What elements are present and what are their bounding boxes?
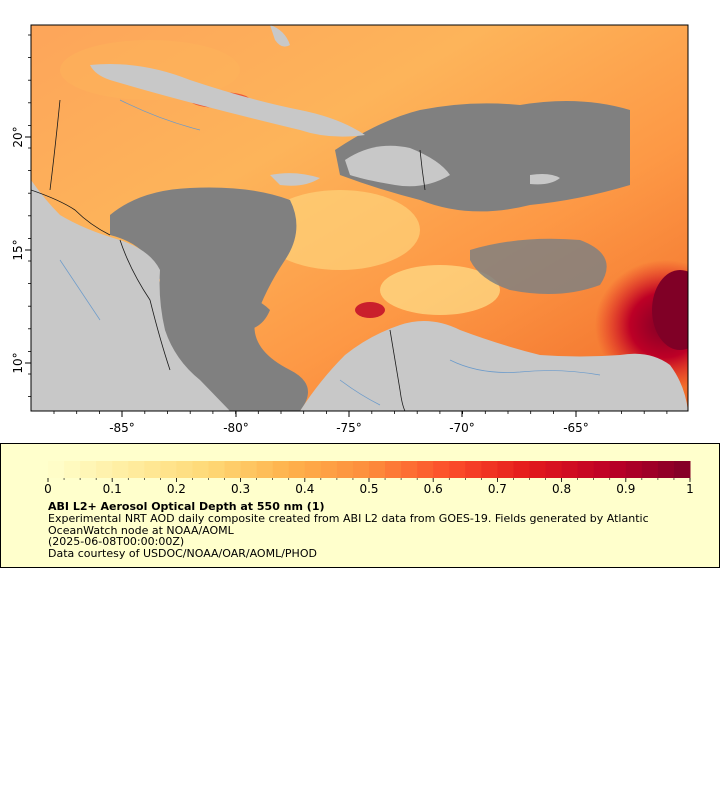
latitude-axis: 20° 15° 10° bbox=[11, 34, 31, 398]
legend-description: Experimental NRT AOD daily composite cre… bbox=[48, 513, 688, 559]
legend-panel: 0 0.1 0.2 0.3 0.4 0.5 0.6 0.7 0.8 0.9 1 ABI L2+ Ae… bbox=[0, 443, 720, 568]
colorbar-step bbox=[657, 461, 675, 478]
colorbar-step bbox=[48, 461, 65, 478]
colorbar-step bbox=[352, 461, 370, 478]
aod-map: 20° 15° 10° -85° -80° -75° -70° -65° bbox=[11, 24, 689, 435]
colorbar-label: 0.8 bbox=[552, 482, 571, 496]
colorbar-step bbox=[176, 461, 193, 478]
map-frame bbox=[30, 24, 689, 412]
colorbar-step bbox=[561, 461, 579, 478]
colorbar-step bbox=[673, 461, 691, 478]
south-america-land bbox=[300, 321, 688, 411]
lat-tick-label: 10° bbox=[11, 352, 25, 373]
colorbar-label: 0.1 bbox=[103, 482, 122, 496]
hispaniola-land bbox=[345, 145, 450, 187]
colorbar-step bbox=[513, 461, 530, 478]
colorbar-step bbox=[481, 461, 498, 478]
colorbar-step bbox=[433, 461, 450, 478]
rivers bbox=[59, 99, 601, 406]
colorbar-step bbox=[625, 461, 643, 478]
lon-tick-label: -75° bbox=[336, 421, 362, 435]
lon-tick-label: -80° bbox=[223, 421, 249, 435]
colorbar-label: 0 bbox=[44, 482, 52, 496]
colorbar-step bbox=[529, 461, 547, 478]
map-canvas bbox=[31, 25, 688, 411]
lat-tick-label: 15° bbox=[11, 239, 25, 260]
central-america-land bbox=[31, 180, 230, 411]
colorbar-step bbox=[449, 461, 466, 478]
colorbar-step bbox=[224, 461, 242, 478]
colorbar-step bbox=[497, 461, 514, 478]
colorbar-step bbox=[320, 461, 338, 478]
colorbar-step bbox=[609, 461, 627, 478]
colorbar-step bbox=[272, 461, 290, 478]
colorbar-label: 0.9 bbox=[616, 482, 635, 496]
longitude-axis: -85° -80° -75° -70° -65° bbox=[53, 411, 668, 435]
aod-patch bbox=[380, 265, 500, 315]
nodata-patch bbox=[220, 296, 270, 331]
colorbar-step bbox=[385, 461, 402, 478]
colorbar-step bbox=[128, 461, 145, 478]
nodata-patch bbox=[470, 238, 607, 294]
puerto-rico-land bbox=[530, 174, 560, 185]
colorbar-label: 0.5 bbox=[359, 482, 378, 496]
colorbar-label: 0.4 bbox=[295, 482, 314, 496]
colorbar-step bbox=[577, 461, 595, 478]
aod-patch bbox=[260, 190, 420, 270]
colorbar-step bbox=[192, 461, 209, 478]
colorbar-label: 0.3 bbox=[231, 482, 250, 496]
legend-title: ABI L2+ Aerosol Optical Depth at 550 nm … bbox=[48, 500, 325, 513]
colorbar-step bbox=[401, 461, 418, 478]
colorbar-step bbox=[240, 461, 258, 478]
colorbar-step bbox=[545, 461, 563, 478]
country-borders bbox=[31, 99, 426, 411]
florida-land bbox=[270, 25, 290, 47]
colorbar-label: 1 bbox=[686, 482, 694, 496]
legend-credit: Data courtesy of USDOC/NOAA/OAR/AOML/PHO… bbox=[48, 546, 317, 560]
colorbar-step bbox=[208, 461, 226, 478]
colorbar-step bbox=[336, 461, 354, 478]
lon-tick-label: -70° bbox=[449, 421, 475, 435]
colorbar-label: 0.2 bbox=[167, 482, 186, 496]
colorbar-step bbox=[641, 461, 659, 478]
colorbar-step bbox=[64, 461, 81, 478]
jamaica-land bbox=[270, 173, 320, 186]
colorbar: 0 0.1 0.2 0.3 0.4 0.5 0.6 0.7 0.8 0.9 1 bbox=[44, 461, 694, 496]
colorbar-step bbox=[112, 461, 129, 478]
colorbar-step bbox=[96, 461, 113, 478]
legend-description-text: Experimental NRT AOD daily composite cre… bbox=[48, 512, 649, 537]
aod-hotspot-core bbox=[652, 270, 688, 350]
aod-hotspot bbox=[355, 302, 385, 318]
colorbar-step bbox=[417, 461, 434, 478]
colorbar-step bbox=[593, 461, 611, 478]
lon-tick-label: -65° bbox=[563, 421, 589, 435]
colorbar-step bbox=[80, 461, 97, 478]
colorbar-step bbox=[369, 461, 386, 478]
colorbar-step bbox=[288, 461, 306, 478]
colorbar-step bbox=[256, 461, 274, 478]
colorbar-step bbox=[465, 461, 482, 478]
colorbar-step bbox=[304, 461, 322, 478]
lat-tick-label: 20° bbox=[11, 126, 25, 147]
colorbar-step bbox=[144, 461, 161, 478]
colorbar-label: 0.7 bbox=[488, 482, 507, 496]
legend-date: (2025-06-08T00:00:00Z) bbox=[48, 535, 185, 548]
cuba-land bbox=[90, 64, 365, 137]
lon-tick-label: -85° bbox=[109, 421, 135, 435]
colorbar-label: 0.6 bbox=[424, 482, 443, 496]
colorbar-step bbox=[160, 461, 177, 478]
